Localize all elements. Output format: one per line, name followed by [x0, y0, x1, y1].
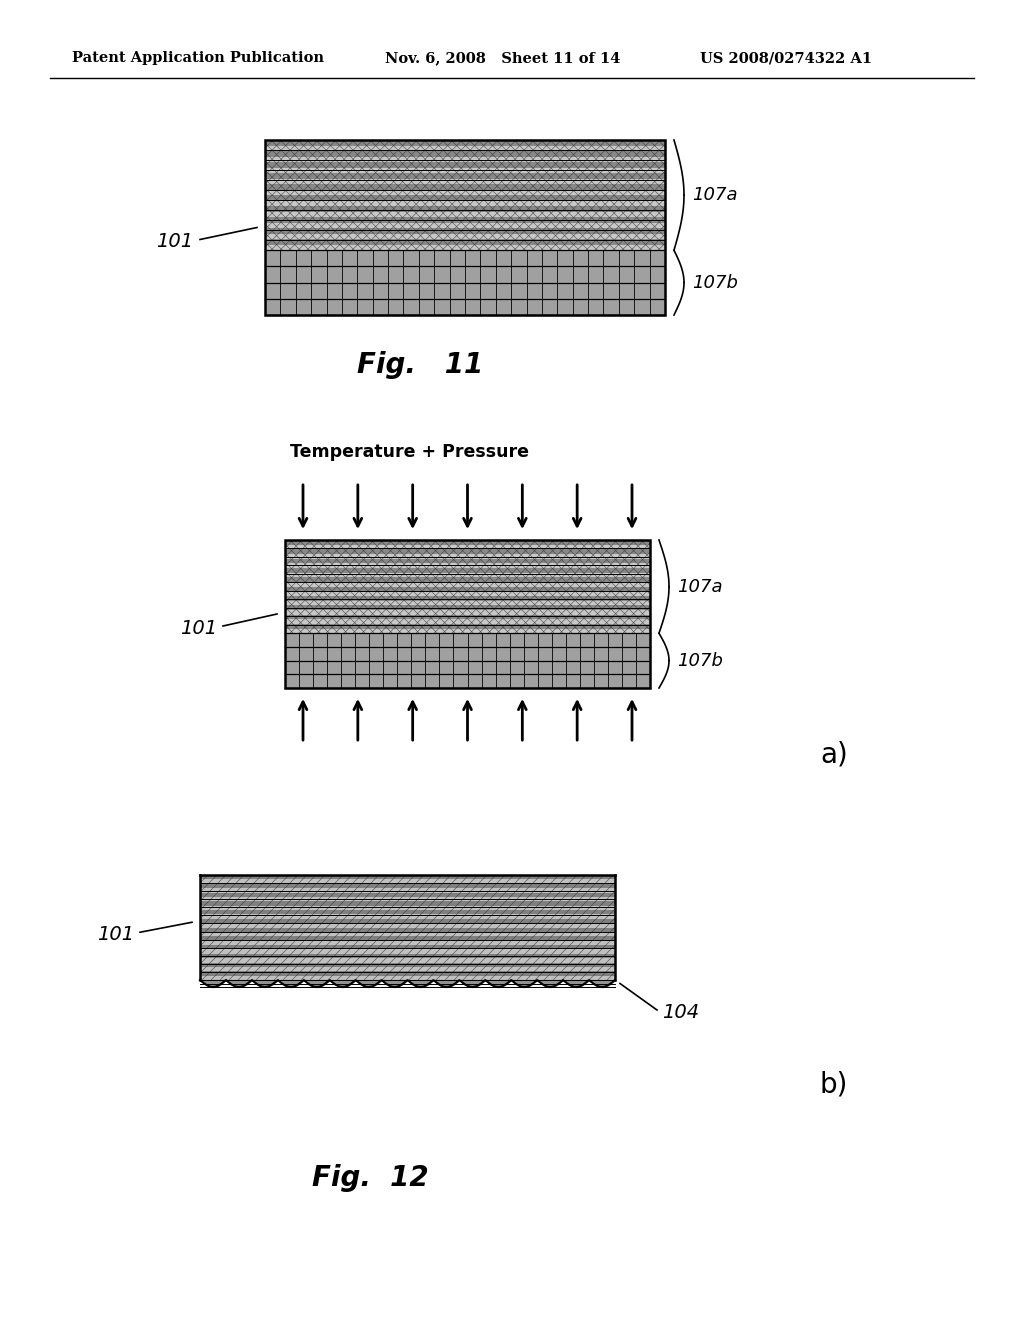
Bar: [200, 936, 615, 941]
Bar: [285, 540, 650, 688]
Bar: [285, 595, 650, 601]
Text: 101: 101: [180, 619, 217, 638]
Bar: [265, 206, 665, 211]
Bar: [200, 919, 615, 923]
Bar: [265, 173, 665, 178]
Text: Temperature + Pressure: Temperature + Pressure: [290, 444, 529, 461]
Bar: [285, 540, 650, 634]
Bar: [200, 909, 615, 915]
Bar: [200, 954, 615, 958]
Text: 101: 101: [97, 925, 134, 944]
Bar: [265, 183, 665, 190]
Bar: [200, 902, 615, 906]
Bar: [285, 558, 650, 564]
Bar: [285, 586, 650, 591]
Bar: [285, 615, 650, 619]
Text: Fig.  12: Fig. 12: [311, 1164, 428, 1192]
Text: 107b: 107b: [692, 273, 738, 292]
Text: Nov. 6, 2008   Sheet 11 of 14: Nov. 6, 2008 Sheet 11 of 14: [385, 51, 621, 65]
Text: 107b: 107b: [677, 652, 723, 669]
Text: 107a: 107a: [692, 186, 737, 205]
Bar: [265, 140, 665, 315]
Bar: [200, 875, 615, 979]
Bar: [265, 239, 665, 244]
Bar: [265, 150, 665, 157]
Bar: [265, 218, 665, 223]
Bar: [265, 251, 665, 315]
Text: 101: 101: [156, 232, 193, 251]
Text: 104: 104: [662, 1003, 699, 1023]
Bar: [285, 624, 650, 628]
Bar: [200, 972, 615, 975]
Bar: [265, 195, 665, 201]
Bar: [265, 162, 665, 168]
Text: a): a): [820, 741, 848, 770]
Bar: [200, 892, 615, 896]
Bar: [285, 634, 650, 688]
Text: 107a: 107a: [677, 578, 723, 595]
Text: Fig.   11: Fig. 11: [357, 351, 483, 379]
Bar: [285, 568, 650, 573]
Bar: [200, 962, 615, 966]
Bar: [285, 540, 650, 545]
Text: US 2008/0274322 A1: US 2008/0274322 A1: [700, 51, 872, 65]
Bar: [265, 140, 665, 251]
Text: Patent Application Publication: Patent Application Publication: [72, 51, 324, 65]
Bar: [265, 228, 665, 234]
Bar: [285, 606, 650, 610]
Bar: [200, 884, 615, 888]
Bar: [200, 875, 615, 879]
Text: b): b): [820, 1071, 848, 1100]
Bar: [285, 577, 650, 582]
Bar: [265, 140, 665, 145]
Bar: [200, 928, 615, 932]
Bar: [200, 945, 615, 949]
Bar: [285, 549, 650, 554]
